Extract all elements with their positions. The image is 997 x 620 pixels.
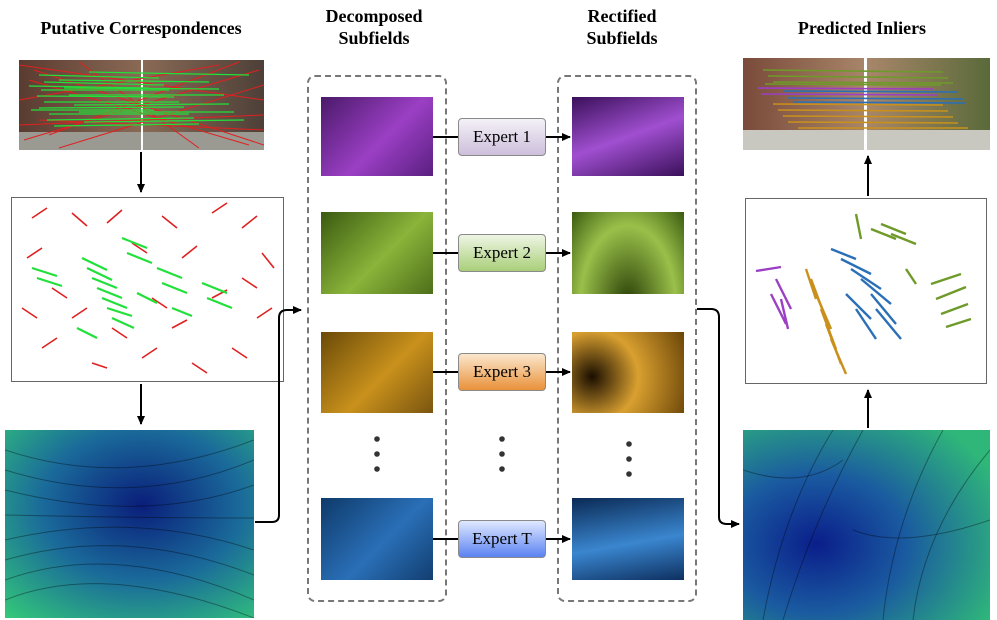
title-rectified-subfields: Rectified Subfields [586, 6, 658, 48]
title-decomposed-subfields: Decomposed Subfields [325, 6, 423, 48]
rectified-subfield-2 [572, 212, 684, 294]
decomposed-subfield-1 [321, 97, 433, 176]
decomposed-subfield-3 [321, 332, 433, 413]
predicted-inliers-photo [743, 58, 990, 150]
expert-t-button[interactable]: Expert T [458, 520, 546, 558]
rectified-subfield-1 [572, 97, 684, 176]
expert-2-button[interactable]: Expert 2 [458, 234, 546, 272]
putative-flow-field [5, 430, 254, 618]
rectified-subfields-group [557, 75, 697, 602]
putative-vector-field-plot [11, 197, 284, 382]
putative-correspondence-photo [19, 60, 264, 150]
inlier-vectors-image [755, 213, 972, 375]
correspondence-lines-image [19, 60, 264, 150]
title-predicted-inliers: Predicted Inliers [797, 18, 927, 38]
rectified-flow-field-image [743, 430, 990, 620]
rectified-subfield-t [572, 498, 684, 580]
flow-field-image [5, 430, 254, 618]
predicted-flow-field [743, 430, 990, 620]
inlier-lines-image [743, 58, 990, 150]
rectified-subfield-3 [572, 332, 684, 413]
decomposed-subfields-group [307, 75, 447, 602]
expert-1-button[interactable]: Expert 1 [458, 118, 546, 156]
motion-vectors-image [21, 202, 275, 374]
decomposed-subfield-2 [321, 212, 433, 294]
decomposed-subfield-t [321, 498, 433, 580]
expert-3-button[interactable]: Expert 3 [458, 353, 546, 391]
predicted-inlier-vector-plot [745, 198, 987, 384]
title-putative-correspondences: Putative Correspondences [40, 18, 242, 38]
